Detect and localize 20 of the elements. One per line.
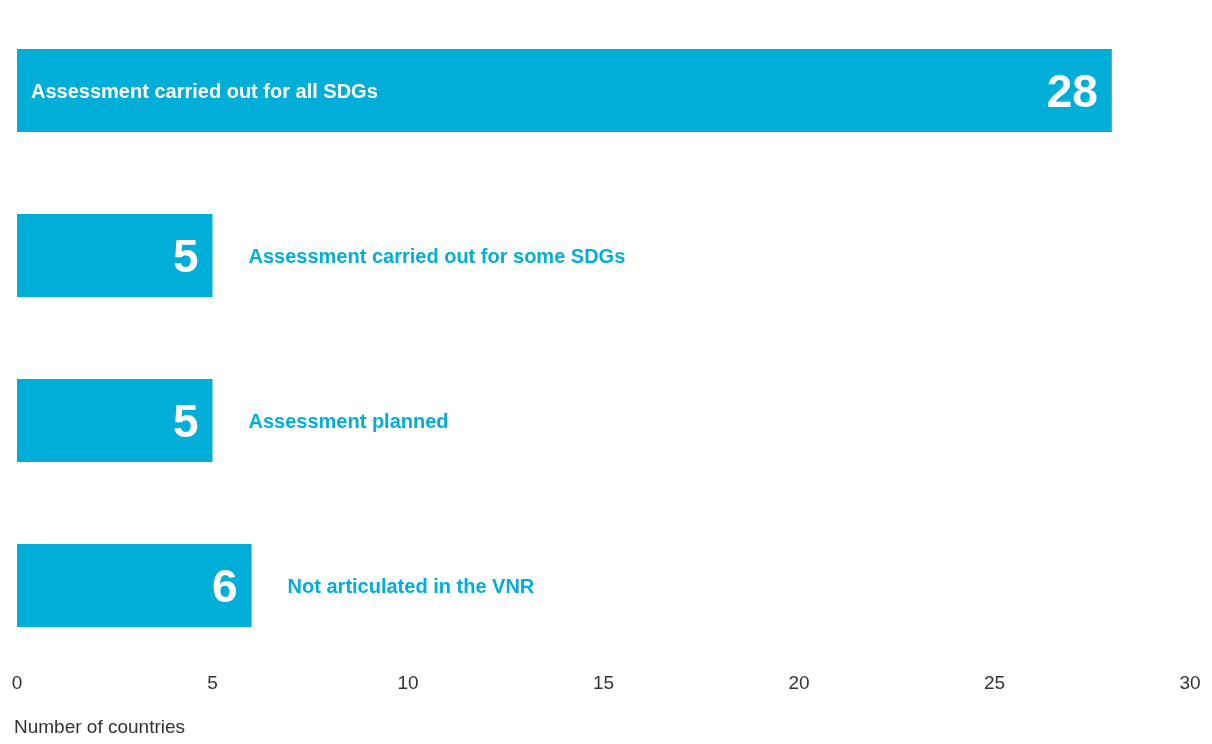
data-label: 6: [212, 559, 238, 612]
x-tick-label: 15: [592, 672, 615, 694]
x-tick-label: 5: [207, 672, 218, 694]
data-label: 28: [1046, 64, 1098, 117]
data-label: 5: [172, 394, 199, 447]
x-tick-label: 30: [1179, 672, 1201, 694]
y-tick-label: Assessment carried out for some SDGs: [248, 244, 626, 267]
bar: [17, 49, 1112, 132]
x-tick-label: 20: [788, 672, 810, 694]
x-tick-label: 25: [983, 672, 1006, 694]
bar: [17, 544, 252, 627]
y-tick-label: Assessment planned: [248, 409, 449, 432]
x-tick-label: 10: [397, 672, 419, 694]
data-label: 5: [172, 229, 199, 282]
x-tick-label: 0: [11, 672, 23, 694]
y-tick-label: Not articulated in the VNR: [287, 574, 535, 597]
y-tick-label: Assessment carried out for all SDGs: [31, 79, 378, 102]
x-axis-title: Number of countries: [14, 716, 187, 738]
bar: [17, 214, 213, 297]
bar: [17, 379, 213, 462]
